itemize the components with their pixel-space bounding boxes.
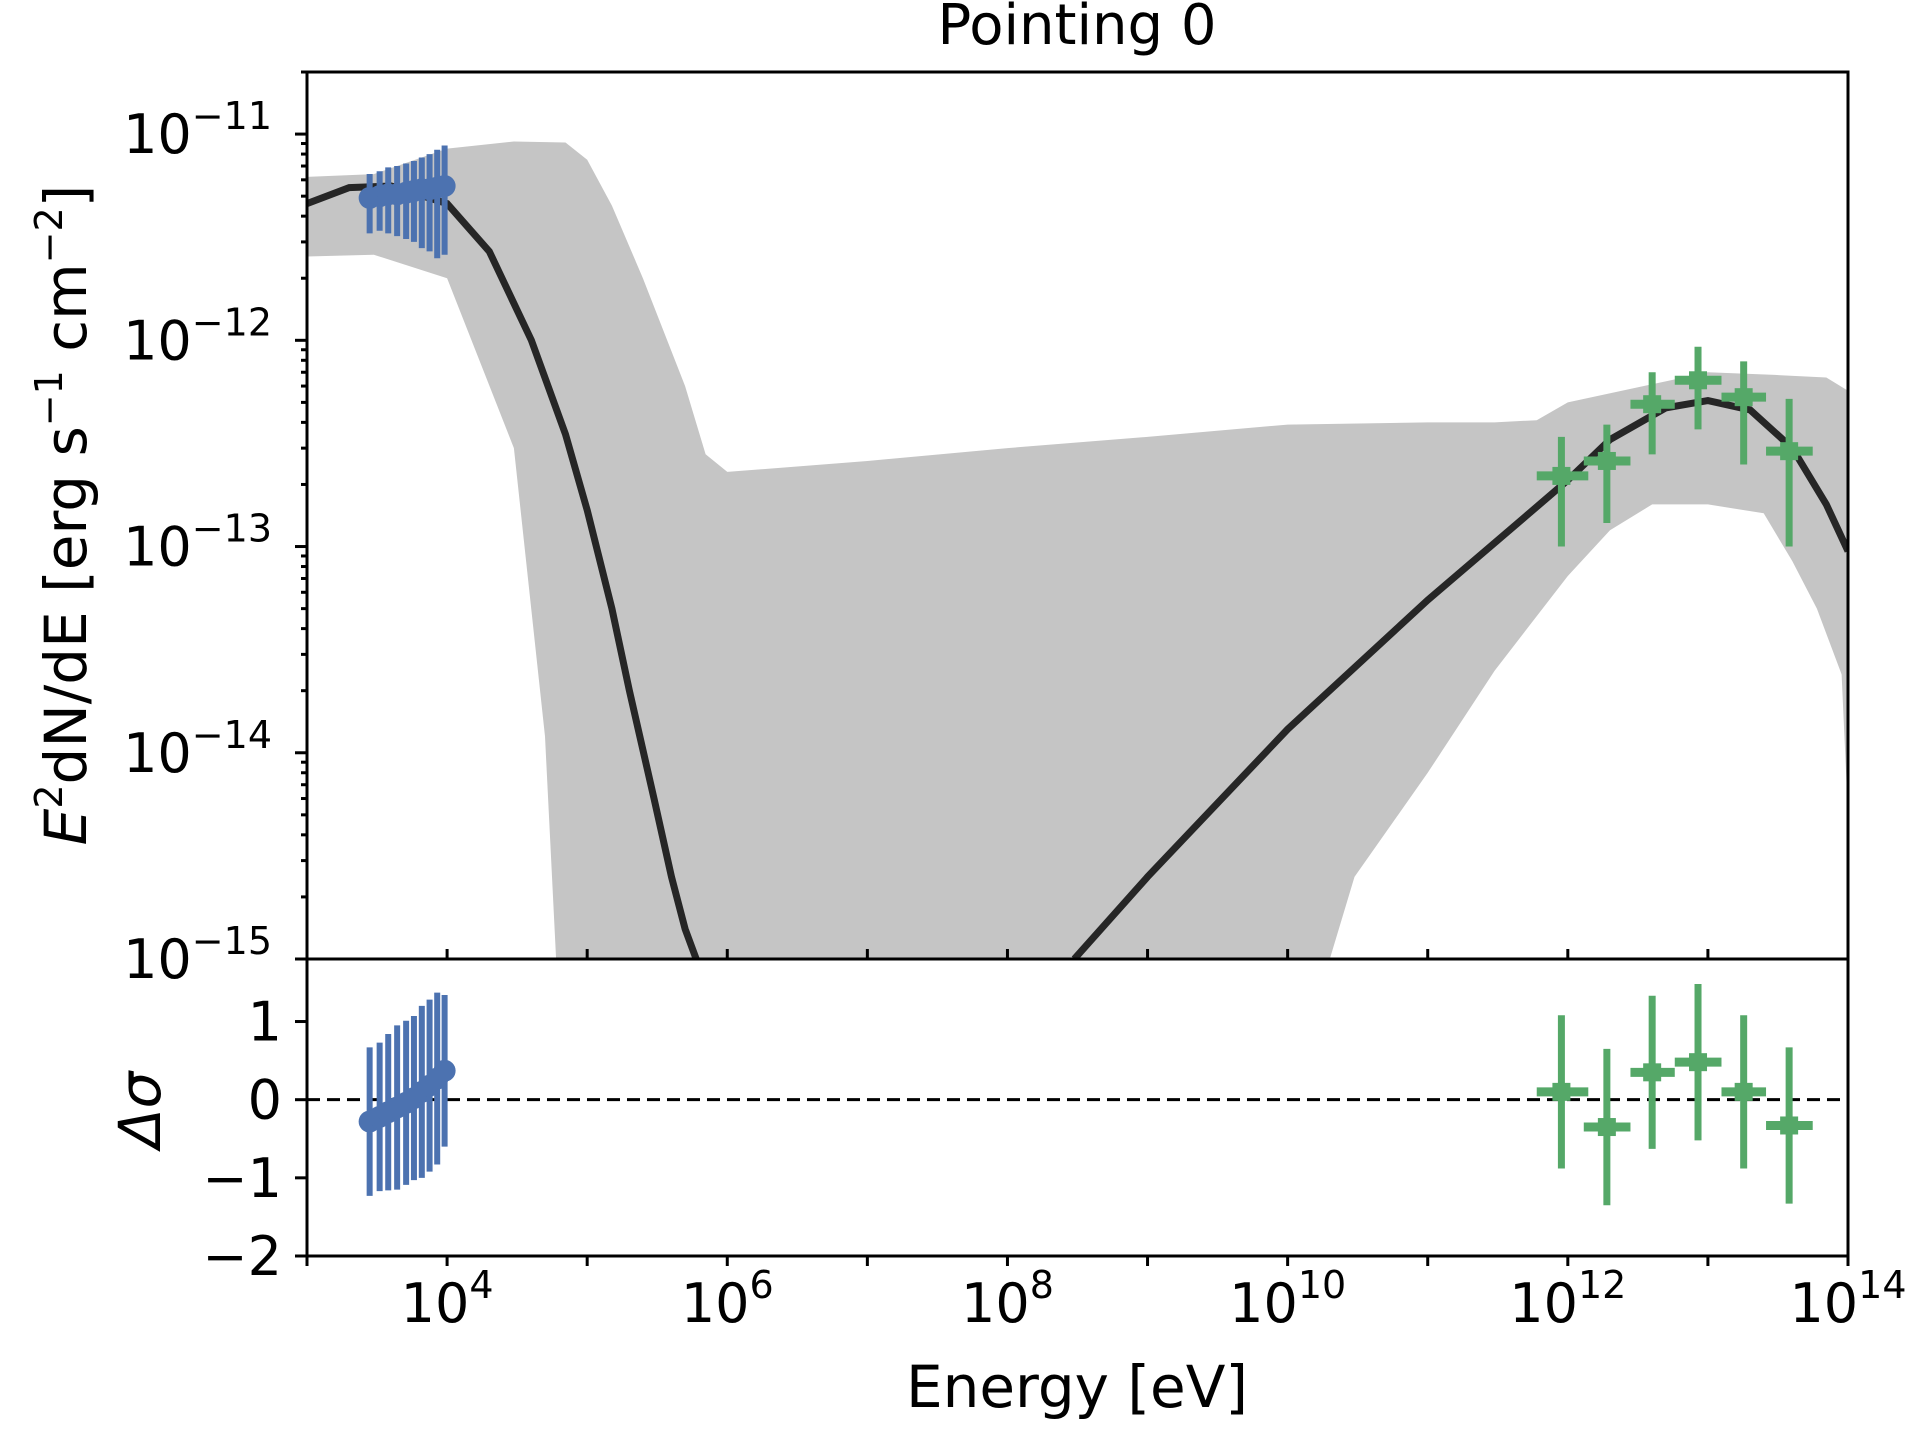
xray-point-9 [433, 145, 456, 255]
x-tick-exponent: 12 [1578, 1263, 1626, 1307]
y-tick-exponent: −11 [192, 94, 272, 138]
y-tick-label-0: 10−11 [123, 94, 272, 166]
marker [1689, 371, 1708, 390]
marker [1597, 451, 1616, 470]
y-tick-base: 10 [123, 309, 192, 372]
x-tick-base: 10 [681, 1272, 750, 1335]
residual-points-layer [358, 984, 1813, 1206]
residual-axis-ticks: 1 0 −1 −2 [202, 991, 307, 1288]
y-axis-label-exp-cm: −2 [27, 207, 71, 263]
gamma-residual-0 [1536, 1015, 1589, 1169]
gamma-point-3 [1674, 346, 1722, 430]
x-tick-exponent: 8 [1030, 1263, 1054, 1307]
residual-tick-label-2: −1 [202, 1147, 282, 1210]
x-tick-base: 10 [1789, 1272, 1858, 1335]
residual-plot-frame [305, 957, 1850, 1258]
gamma-residual-2 [1630, 995, 1675, 1149]
marker [1552, 466, 1571, 485]
y-tick-label-3: 10−14 [123, 713, 272, 785]
x-tick-base: 10 [1509, 1272, 1578, 1335]
gamma-residual-3 [1674, 984, 1722, 1141]
y-tick-base: 10 [123, 722, 192, 785]
chart-title: Pointing 0 [937, 0, 1216, 58]
y-axis-label-exp-s: −1 [27, 370, 71, 426]
residual-tick-label-0: 1 [248, 991, 282, 1054]
gamma-point-0 [1536, 436, 1589, 547]
gamma-residual-4 [1721, 1015, 1767, 1169]
xray-residual-9 [433, 994, 456, 1147]
residual-tick-label-3: −2 [202, 1225, 282, 1288]
x-tick-exponent: 4 [469, 1263, 493, 1307]
x-tick-exponent: 10 [1298, 1263, 1346, 1307]
marker [1643, 395, 1662, 414]
gamma-point-4 [1721, 361, 1767, 465]
y-tick-exponent: −12 [192, 300, 272, 344]
y-tick-label-1: 10−12 [123, 300, 272, 372]
residual-marker [1689, 1053, 1708, 1072]
residual-marker [1552, 1082, 1571, 1101]
y-tick-base: 10 [123, 103, 192, 166]
residual-marker [1734, 1082, 1753, 1101]
gamma-point-5 [1766, 398, 1813, 547]
residual-tick-label-1: 0 [248, 1069, 282, 1132]
residual-axis-label: Δσ [106, 1070, 174, 1153]
x-tick-label-4: 1012 [1509, 1263, 1626, 1335]
gamma-residual-1 [1583, 1048, 1631, 1206]
y-axis-label: E2dN/dE [erg s−1 cm−2] [27, 185, 100, 846]
residual-marker [1643, 1063, 1662, 1082]
marker [1780, 442, 1799, 461]
y-tick-label-2: 10−13 [123, 507, 272, 579]
x-axis-ticks: 104 106 108 1010 1012 1014 [305, 949, 1907, 1335]
x-tick-base: 10 [401, 1272, 470, 1335]
y-tick-base: 10 [123, 516, 192, 579]
x-tick-exponent: 6 [750, 1263, 774, 1307]
gamma-point-1 [1583, 424, 1631, 524]
y-axis-label-e: E [32, 808, 100, 845]
y-tick-label-4: 10−15 [123, 919, 272, 991]
residual-marker [433, 1059, 456, 1082]
x-tick-label-3: 1010 [1229, 1263, 1346, 1335]
x-tick-exponent: 14 [1858, 1263, 1906, 1307]
y-tick-exponent: −15 [192, 919, 272, 963]
marker [1734, 388, 1753, 407]
y-tick-exponent: −13 [192, 507, 272, 551]
x-tick-base: 10 [961, 1272, 1030, 1335]
x-tick-label-1: 106 [681, 1263, 774, 1335]
x-tick-base: 10 [1229, 1272, 1298, 1335]
y-tick-base: 10 [123, 928, 192, 991]
y-axis-label-cm: cm [32, 263, 100, 370]
marker [433, 175, 456, 198]
y-axis-label-exp-2: 2 [27, 784, 71, 808]
uncertainty-band [307, 141, 1848, 959]
uncertainty-band-layer [307, 141, 1848, 959]
gamma-residual-5 [1766, 1047, 1813, 1204]
x-tick-label-5: 1014 [1789, 1263, 1906, 1335]
residual-marker [1597, 1118, 1616, 1137]
y-axis-label-body: dN/dE [erg s [32, 426, 100, 784]
x-tick-label-0: 104 [401, 1263, 494, 1335]
y-tick-exponent: −14 [192, 713, 272, 757]
y-axis-label-close: ] [32, 185, 100, 208]
flux-points-layer [358, 145, 1813, 547]
x-axis-label: Energy [eV] [906, 1353, 1248, 1421]
x-tick-label-2: 108 [961, 1263, 1054, 1335]
residual-marker [1780, 1116, 1799, 1135]
gamma-point-2 [1630, 372, 1675, 455]
